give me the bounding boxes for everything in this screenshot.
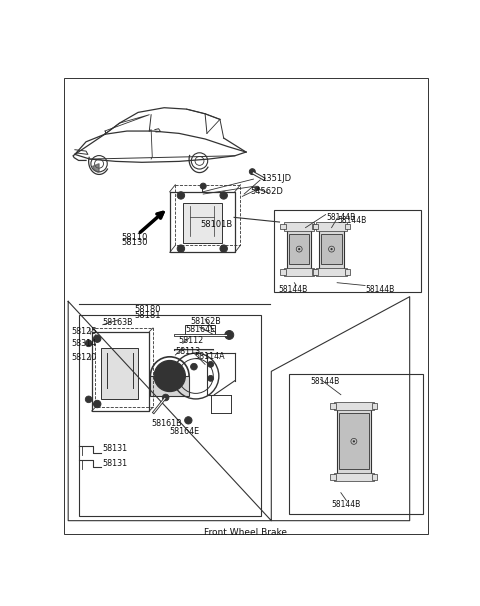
Circle shape [220, 245, 228, 252]
Text: 58144B: 58144B [310, 377, 339, 386]
Text: 58144B: 58144B [279, 285, 308, 294]
Bar [320, 229, 344, 269]
Circle shape [200, 183, 206, 189]
Text: 58114A: 58114A [194, 351, 225, 361]
Bar [321, 234, 342, 264]
Circle shape [191, 364, 197, 370]
Bar [313, 269, 318, 275]
Bar [337, 408, 371, 474]
Circle shape [94, 335, 101, 342]
Bar [372, 403, 377, 408]
Bar [312, 269, 318, 275]
Circle shape [192, 365, 195, 368]
Circle shape [185, 417, 192, 424]
Bar [313, 224, 318, 229]
Circle shape [87, 398, 90, 401]
Text: 58164E: 58164E [185, 325, 216, 334]
Circle shape [228, 333, 231, 337]
Text: Front Wheel Brake: Front Wheel Brake [204, 528, 288, 537]
Circle shape [255, 186, 259, 191]
Text: 58314: 58314 [71, 339, 96, 348]
Text: 58131: 58131 [103, 459, 128, 468]
Bar [316, 222, 347, 231]
Bar [289, 234, 310, 264]
Text: 58144B: 58144B [365, 285, 394, 294]
Bar [185, 325, 215, 335]
Circle shape [177, 245, 185, 252]
Bar [330, 403, 336, 408]
Circle shape [187, 419, 190, 422]
Text: 58120: 58120 [71, 353, 96, 362]
Bar [339, 413, 369, 470]
Text: 1351JD: 1351JD [261, 175, 291, 184]
Bar [183, 204, 222, 243]
Text: 58164E: 58164E [170, 427, 200, 436]
Text: 58144B: 58144B [332, 500, 361, 508]
Text: 58131: 58131 [103, 444, 128, 453]
Bar [287, 229, 312, 269]
Bar [280, 224, 286, 229]
Text: 58181: 58181 [134, 311, 161, 320]
Circle shape [85, 340, 92, 347]
Circle shape [87, 342, 90, 345]
Circle shape [94, 401, 101, 408]
Bar [330, 474, 336, 479]
Text: 58125: 58125 [71, 327, 96, 336]
Bar [274, 210, 421, 292]
Circle shape [208, 375, 214, 381]
Text: 58110: 58110 [121, 233, 148, 242]
Bar [289, 374, 423, 514]
Circle shape [353, 440, 355, 442]
Bar [284, 222, 314, 231]
Bar [316, 267, 347, 276]
Circle shape [177, 191, 185, 199]
Text: 54562D: 54562D [251, 187, 283, 196]
Text: 58180: 58180 [134, 305, 161, 314]
Polygon shape [93, 164, 99, 172]
Circle shape [225, 330, 234, 339]
Bar [150, 376, 189, 396]
Circle shape [208, 361, 214, 367]
Text: 58144B: 58144B [337, 216, 366, 225]
Text: 58161B: 58161B [151, 419, 182, 428]
Bar [79, 315, 261, 516]
Bar [345, 224, 350, 229]
Text: 58144B: 58144B [326, 213, 355, 222]
Text: 58162B: 58162B [190, 317, 221, 326]
Bar [334, 402, 373, 410]
Circle shape [220, 191, 228, 199]
Bar [312, 224, 318, 229]
Text: 58112: 58112 [178, 336, 204, 345]
Bar [345, 269, 350, 275]
Bar [284, 267, 314, 276]
Text: 58130: 58130 [121, 238, 148, 247]
Bar [372, 474, 377, 479]
Circle shape [330, 248, 333, 250]
Circle shape [154, 361, 185, 391]
Circle shape [159, 365, 180, 387]
Bar [280, 269, 286, 275]
Text: 58101B: 58101B [201, 220, 233, 228]
Circle shape [298, 248, 300, 250]
Circle shape [85, 396, 92, 402]
Bar [334, 473, 373, 481]
Text: 58113: 58113 [175, 347, 201, 356]
Bar [101, 348, 138, 399]
Circle shape [249, 168, 255, 175]
Text: 58163B: 58163B [103, 318, 133, 327]
Circle shape [162, 394, 169, 401]
